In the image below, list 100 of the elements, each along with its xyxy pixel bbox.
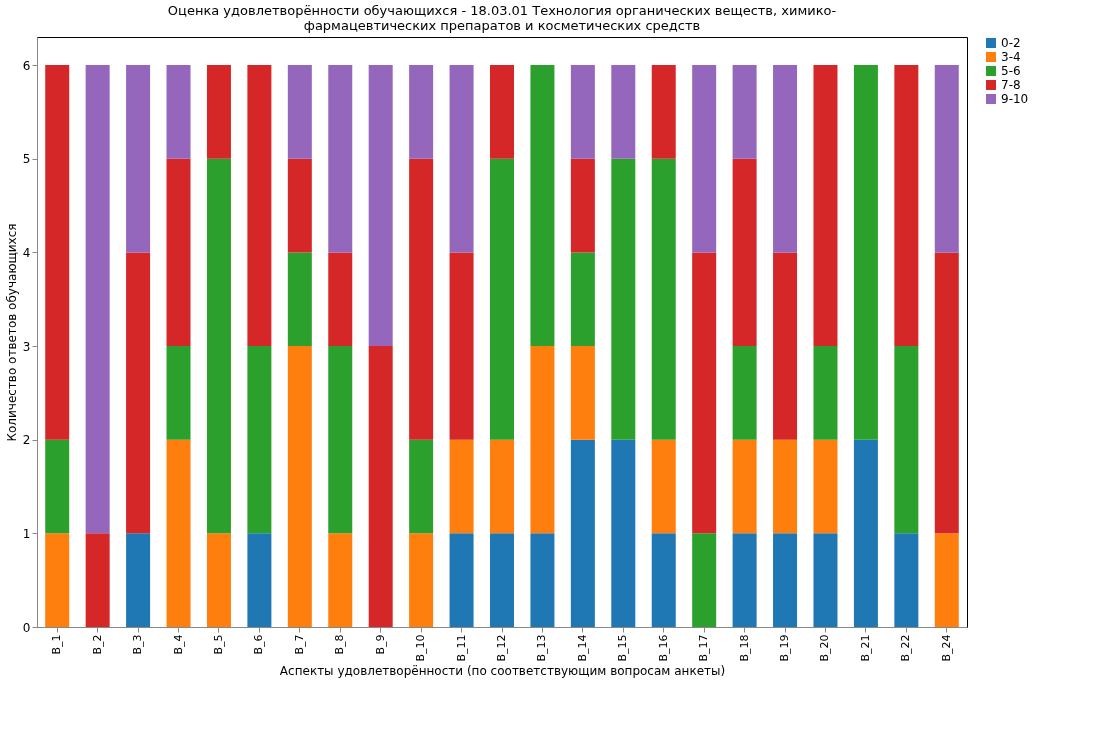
bar [530,533,555,627]
bar [449,439,474,534]
bar [409,439,434,534]
bar [166,65,191,159]
x-tick-label: В_20 [818,634,832,662]
bar [934,65,959,253]
legend-label: 3-4 [1001,50,1021,64]
bar [894,533,919,627]
x-tick-label: В_11 [454,634,468,662]
bar [651,533,676,627]
x-axis-title: Аспекты удовлетворённости (по соответствующим вопросам анкеты) [279,663,726,678]
x-tick-label: В_2 [90,634,104,655]
y-tick-label: 0 [22,620,31,635]
y-tick-label: 1 [22,526,31,541]
x-tick-label: В_5 [211,634,225,655]
y-tick-label: 2 [22,433,31,448]
y-tick-label: 5 [22,152,31,167]
bar [247,65,272,347]
bar [45,65,70,440]
bar [894,346,919,534]
bar [732,346,757,440]
x-tick-label: В_21 [858,634,872,662]
bar [449,533,474,627]
bar [490,533,514,627]
bar [126,65,151,253]
x-tick-label: В_17 [697,634,711,662]
bar [368,65,393,347]
bar [409,158,434,440]
bar [247,533,272,627]
bar [490,439,514,534]
x-tick-label: В_7 [292,634,306,655]
x-tick-label: В_8 [333,634,347,655]
bar [126,252,151,534]
bar [611,65,636,159]
bar [894,65,919,347]
bar [853,65,878,440]
bar [368,346,393,627]
x-tick-label: В_3 [131,634,145,655]
bar [287,158,312,253]
bar [570,158,595,253]
y-tick-label: 3 [22,339,31,354]
bar [166,158,191,347]
y-axis-title: Количество ответов обучающихся [4,223,19,442]
y-tick-label: 6 [22,58,31,73]
bar [732,533,757,627]
bar [773,252,798,440]
bar [530,65,555,347]
x-tick-label: В_18 [737,634,751,662]
x-tick-label: В_6 [252,634,266,655]
x-tick-label: В_9 [373,634,387,655]
bar [570,346,595,440]
bar [853,439,878,627]
bar [773,533,798,627]
bar [206,65,231,159]
bar [328,346,353,534]
y-tick-label: 4 [22,245,31,260]
bar [813,65,838,347]
bar [126,533,151,627]
bar [85,65,110,534]
bar [570,252,595,347]
chart-title: Оценка удовлетворённости обучающихся - 18.03.01 Технология органических веществ, химико- фармацевтических препаратов и косметических средств [167,3,837,33]
bar [328,252,353,347]
bar [287,252,312,347]
x-tick-label: В_4 [171,634,185,655]
bar [247,346,272,534]
bar [287,65,312,159]
bar [813,533,838,627]
bar [692,252,717,534]
bar [732,65,757,159]
bar [490,65,514,159]
bar [651,158,676,440]
bar [409,533,434,627]
bar [45,439,70,534]
bar [732,158,757,347]
bar [611,158,636,440]
bar [85,533,110,627]
bar [692,533,717,627]
x-tick-label: В_15 [616,634,630,662]
bar [449,252,474,440]
x-tick-label: В_16 [656,634,670,662]
bar [570,65,595,159]
legend-label: 5-6 [1001,64,1021,78]
bar [611,439,636,627]
x-tick-label: В_1 [50,634,64,655]
bar [813,346,838,440]
bar [651,65,676,159]
legend-label: 0-2 [1001,36,1021,50]
bar [530,346,555,534]
bar [570,439,595,627]
x-tick-label: В_13 [535,634,549,662]
bar [773,439,798,534]
bar [409,65,434,159]
bar [166,346,191,440]
bar [328,533,353,627]
x-tick-label: В_22 [899,634,913,662]
bar [773,65,798,253]
legend-label: 9-10 [1001,92,1029,106]
bar [328,65,353,253]
bar [813,439,838,534]
x-tick-label: В_14 [575,634,589,662]
